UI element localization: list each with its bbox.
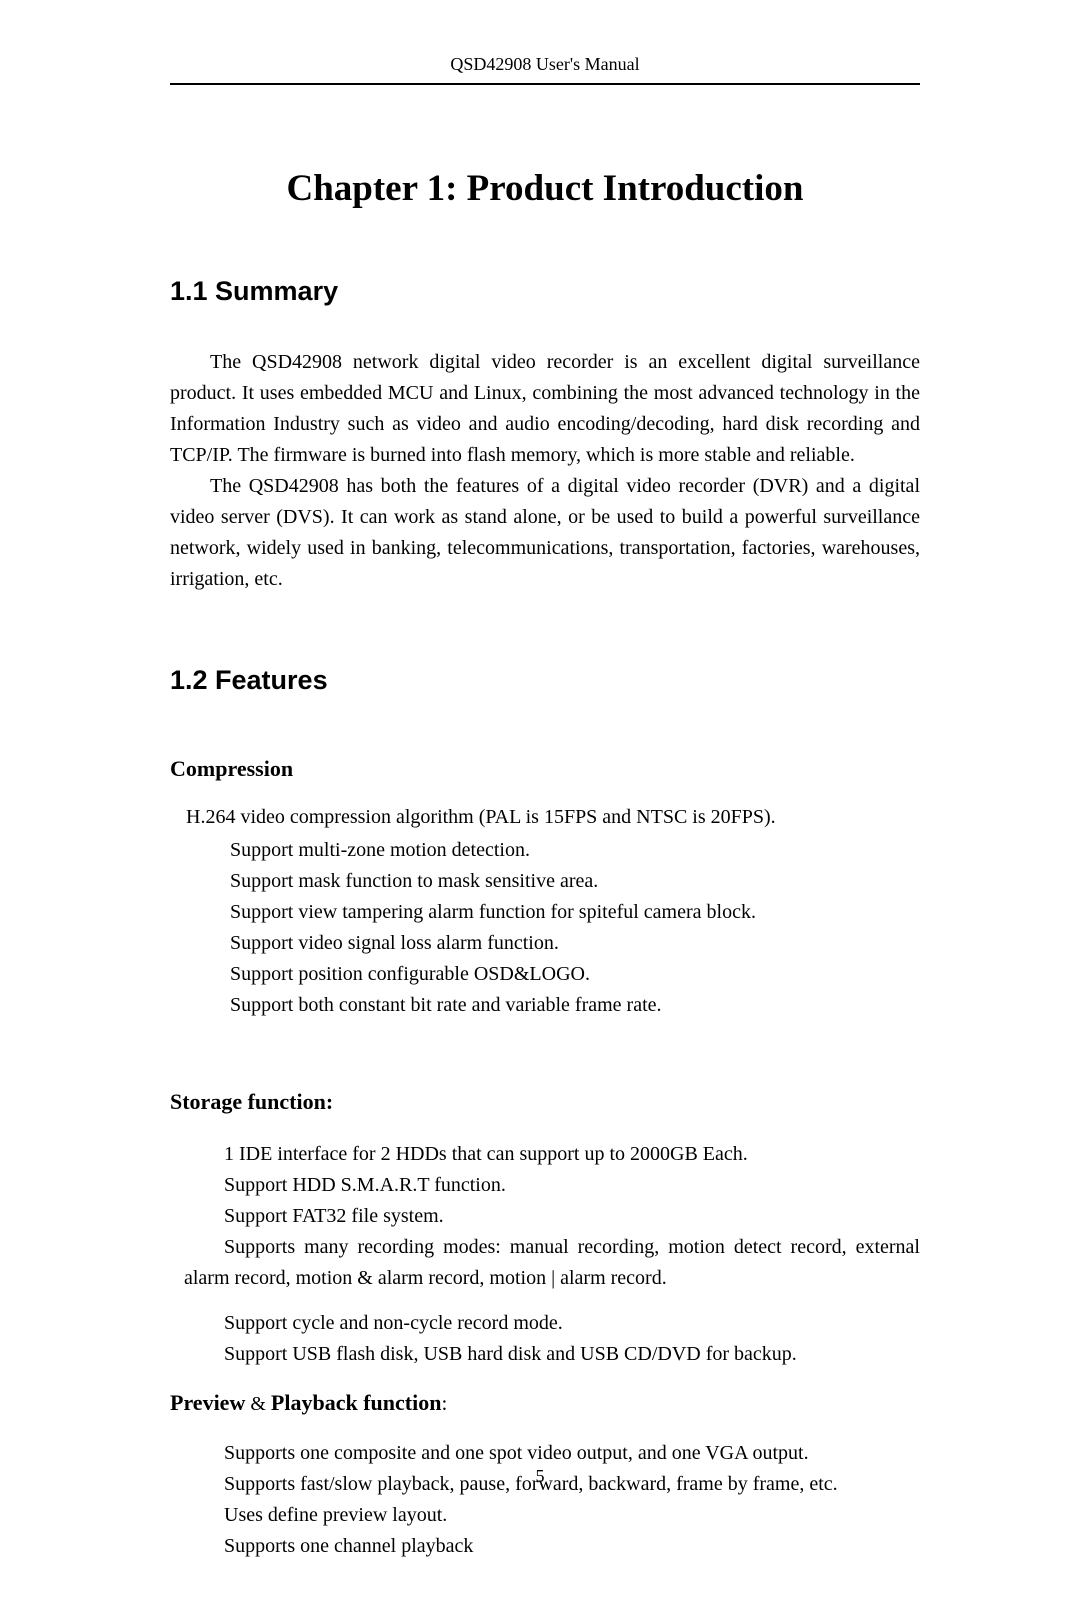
summary-paragraph-2: The QSD42908 has both the features of a …	[170, 471, 920, 595]
spacer	[170, 1294, 920, 1308]
playback-word: Playback function	[271, 1390, 442, 1415]
section-1-1-heading: 1.1 Summary	[170, 276, 920, 307]
storage-item: Support cycle and non-cycle record mode.	[184, 1308, 920, 1339]
compression-item: Support position configurable OSD&LOGO.	[230, 959, 920, 990]
chapter-title: Chapter 1: Product Introduction	[170, 167, 920, 210]
preview-item: Uses define preview layout.	[184, 1500, 920, 1531]
compression-item: Support view tampering alarm function fo…	[230, 897, 920, 928]
compression-item: Support both constant bit rate and varia…	[230, 990, 920, 1021]
storage-item-wrap: Supports many recording modes: manual re…	[184, 1232, 920, 1294]
storage-subheading: Storage function:	[170, 1089, 920, 1115]
header-rule	[170, 83, 920, 85]
compression-subheading: Compression	[170, 756, 920, 782]
compression-item: Support mask function to mask sensitive …	[230, 866, 920, 897]
colon: :	[441, 1391, 447, 1415]
storage-item: 1 IDE interface for 2 HDDs that can supp…	[184, 1139, 920, 1170]
compression-lead-line: H.264 video compression algorithm (PAL i…	[186, 806, 920, 829]
preview-word: Preview	[170, 1390, 245, 1415]
preview-item: Supports one channel playback	[184, 1531, 920, 1562]
ampersand: &	[245, 1393, 271, 1415]
preview-playback-subheading: Preview & Playback function:	[170, 1390, 920, 1416]
storage-item: Support HDD S.M.A.R.T function.	[184, 1170, 920, 1201]
compression-item: Support video signal loss alarm function…	[230, 928, 920, 959]
document-page: QSD42908 User's Manual Chapter 1: Produc…	[0, 0, 1080, 1602]
preview-item: Supports one composite and one spot vide…	[184, 1438, 920, 1469]
page-number: 5	[0, 1466, 1080, 1487]
storage-item: Support USB flash disk, USB hard disk an…	[184, 1339, 920, 1370]
summary-paragraph-1: The QSD42908 network digital video recor…	[170, 347, 920, 471]
storage-item: Support FAT32 file system.	[184, 1201, 920, 1232]
compression-item: Support multi-zone motion detection.	[230, 835, 920, 866]
section-1-2-heading: 1.2 Features	[170, 665, 920, 696]
running-header: QSD42908 User's Manual	[170, 54, 920, 81]
